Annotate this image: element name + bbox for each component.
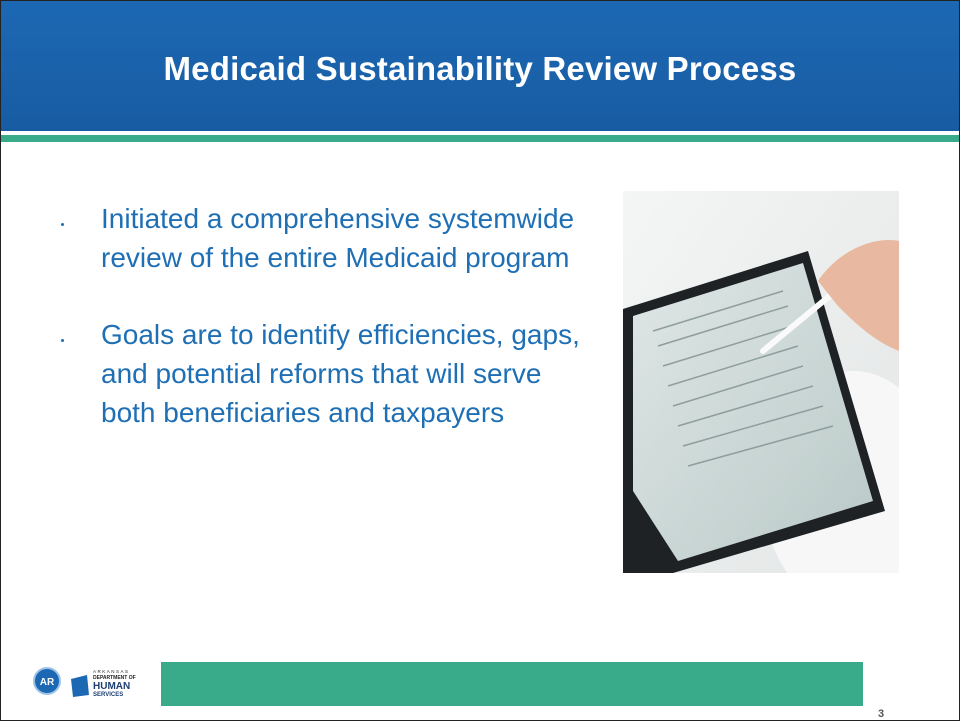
bullet: Goals are to identify efficiencies, gaps… bbox=[61, 315, 601, 432]
logo-text: SERVICES bbox=[93, 692, 123, 698]
page-number: 3 bbox=[878, 708, 884, 720]
slide: Medicaid Sustainability Review Process I… bbox=[0, 0, 960, 721]
logo-badge-text: AR bbox=[40, 677, 55, 688]
slide-title: Medicaid Sustainability Review Process bbox=[163, 50, 796, 88]
logo-text: ARKANSAS bbox=[93, 669, 130, 674]
footer-bar bbox=[161, 662, 863, 706]
bullet-list: Initiated a comprehensive systemwide rev… bbox=[61, 199, 601, 470]
logo-text: HUMAN bbox=[93, 681, 130, 692]
accent-stripe bbox=[1, 135, 959, 142]
header-bar: Medicaid Sustainability Review Process bbox=[1, 1, 959, 131]
photo bbox=[623, 191, 899, 573]
bullet: Initiated a comprehensive systemwide rev… bbox=[61, 199, 601, 277]
agency-logo: AR ARKANSAS DEPARTMENT OF HUMAN SERVICES bbox=[33, 665, 153, 701]
logo-icon bbox=[71, 675, 89, 697]
